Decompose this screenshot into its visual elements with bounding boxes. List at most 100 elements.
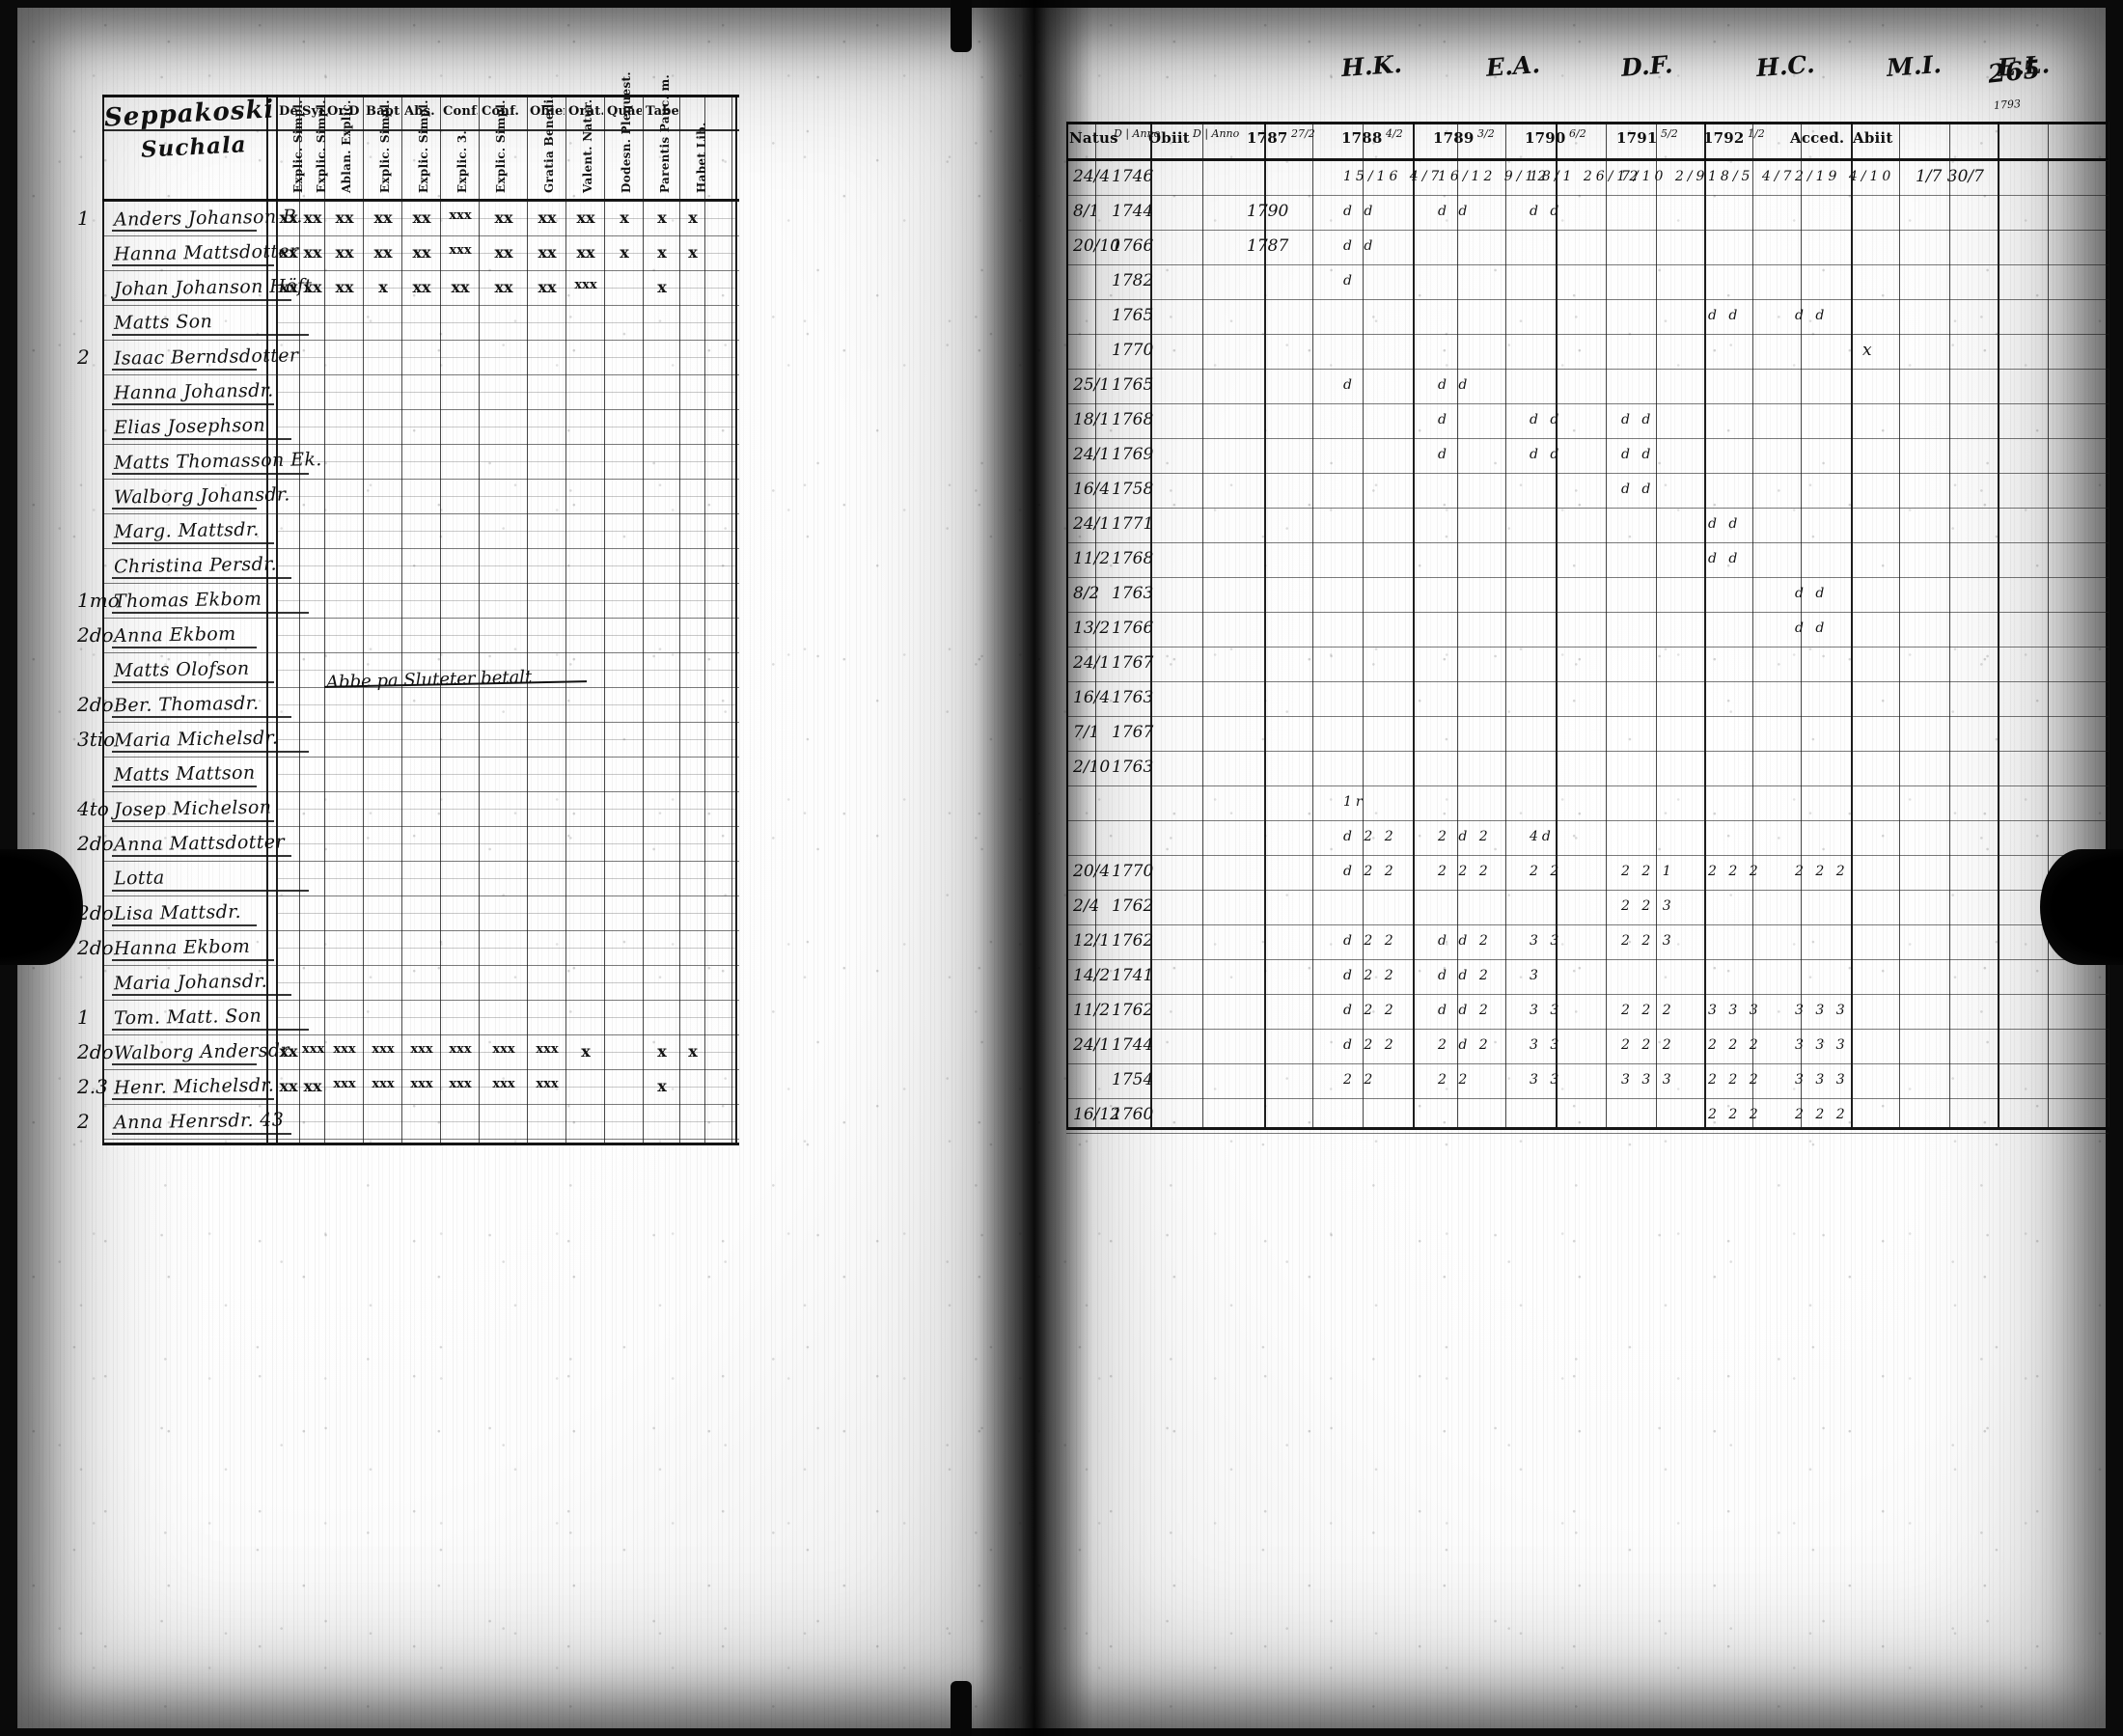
- left-row-rule-5: [102, 374, 739, 375]
- left-row-subrule-10: [276, 565, 735, 566]
- right-cell-20-y1789: 2 2: [1530, 864, 1563, 879]
- right-cell-21-natus_d: 2/4: [1073, 896, 1100, 916]
- left-row-name-17: Josep Michelson: [113, 796, 272, 821]
- right-cell-24-y1788: d d 2: [1438, 1003, 1492, 1018]
- left-row-number-17: 4to: [77, 797, 109, 820]
- right-cell-25-y1788: 2 d 2: [1438, 1037, 1492, 1053]
- right-cell-19-y1788: 2 d 2: [1438, 829, 1492, 844]
- right-cell-25-y1787: d 2 2: [1343, 1037, 1397, 1053]
- right-cell-9-natus_anno: 1758: [1112, 480, 1154, 499]
- left-row-underline-11: [112, 612, 309, 614]
- right-cell-12-y1792: d d: [1795, 586, 1829, 601]
- left-row-subrule-11: [276, 600, 735, 601]
- left-row-underline-2: [112, 299, 291, 301]
- left-row-mark-1-4: xx: [412, 243, 431, 262]
- right-cell-20-natus_d: 20/4: [1073, 862, 1111, 881]
- right-cell-9-y1790: d d: [1621, 482, 1655, 497]
- right-col-rule-20: [2048, 122, 2049, 1127]
- left-col-rule-10: [643, 95, 644, 1143]
- right-cell-0-ab: 1/7 30/7: [1916, 167, 1984, 186]
- left-row-name-3: Matts Son: [113, 311, 213, 334]
- left-row-rule-26: [102, 1104, 739, 1105]
- right-cell-22-natus_d: 12/1: [1073, 931, 1111, 951]
- left-row-subrule-7: [276, 461, 735, 462]
- left-col-rule-9: [604, 95, 605, 1143]
- binding-clip-top: [951, 0, 972, 52]
- right-cell-23-y1787: d 2 2: [1343, 968, 1397, 983]
- left-row-mark-0-5: xxx: [449, 208, 472, 223]
- left-row-rule-2: [102, 270, 739, 271]
- right-cell-4-y1791: d d: [1708, 308, 1742, 323]
- right-cell-23-y1788: d d 2: [1438, 968, 1492, 983]
- right-cell-0-natus_d: 24/4: [1073, 167, 1111, 186]
- left-row-name-6: Elias Josephson: [113, 414, 266, 439]
- right-initial-0: H.K.: [1340, 49, 1403, 83]
- left-subheader-4: Explic. Simpl.: [417, 99, 430, 193]
- left-row-name-25: Henr. Michelsdr.: [113, 1074, 275, 1099]
- left-header-1: Symb.: [302, 104, 323, 119]
- left-row-name-16: Matts Mattson: [113, 761, 256, 786]
- left-row-underline-16: [112, 785, 257, 787]
- left-row-mark-1-0: xx: [279, 243, 298, 262]
- left-row-underline-22: [112, 994, 291, 996]
- left-row-mark-2-3: x: [378, 278, 388, 296]
- left-row-subrule-0: [276, 218, 735, 219]
- left-row-name-4: Isaac Berndsdotter: [113, 344, 299, 370]
- left-row-underline-25: [112, 1098, 274, 1100]
- left-row-mark-2-4: xx: [412, 278, 431, 296]
- left-row-rule-15: [102, 722, 739, 723]
- right-header-sub-4: 3/2: [1477, 127, 1495, 140]
- right-col-rule-10: [1556, 122, 1558, 1127]
- left-subheader-11: Habet Lib.: [695, 122, 708, 193]
- left-row-subrule-26: [276, 1121, 735, 1122]
- left-row-mark-25-7: xxx: [536, 1077, 559, 1091]
- left-header-2: Or.D: [327, 104, 360, 119]
- left-subheader-3: Explic. Simpl.: [378, 99, 392, 193]
- left-header-5: Conf.: [443, 104, 478, 119]
- left-row-rule-1: [102, 235, 739, 236]
- left-row-mark-25-6: xxx: [492, 1077, 515, 1091]
- binding-clamp-left: [0, 849, 83, 965]
- right-cell-21-y1790: 2 2 3: [1621, 898, 1675, 914]
- right-cell-0-y1791: 18/5 4/7: [1708, 169, 1796, 184]
- left-row-name-1: Hanna Mattsdotter: [113, 240, 299, 265]
- right-cell-15-natus_anno: 1763: [1112, 688, 1154, 707]
- right-initial-1: E.A.: [1485, 50, 1541, 82]
- left-row-number-14: 2do: [77, 693, 114, 716]
- left-row-name-0: Anders Johanson B.: [113, 206, 303, 231]
- right-col-rule-15: [1801, 122, 1802, 1127]
- left-row-mark-1-8: xx: [576, 243, 595, 262]
- right-cell-2-y1787: d d: [1343, 238, 1377, 254]
- right-cell-14-natus_anno: 1767: [1112, 653, 1154, 673]
- right-cell-1-natus_anno: 1744: [1112, 202, 1154, 221]
- right-cell-26-y1787: 2 2: [1343, 1072, 1377, 1088]
- right-row-rule-21: [1066, 890, 2109, 891]
- right-col-rule-18: [1949, 122, 1950, 1127]
- right-cell-24-y1787: d 2 2: [1343, 1003, 1397, 1018]
- left-row-underline-24: [112, 1063, 257, 1065]
- left-col-rule-13: [731, 95, 732, 1143]
- right-page: 265 1793 H.K. E.A. D.F. H.C. M.I. E.L. Natus D…: [1023, 8, 2110, 1728]
- left-row-subrule-19: [276, 878, 735, 879]
- left-row-rule-12: [102, 618, 739, 619]
- left-row-rule-0: [102, 201, 739, 202]
- right-frame-top: [1066, 122, 2109, 124]
- right-header-6: 1791: [1616, 129, 1658, 147]
- left-row-rule-4: [102, 340, 739, 341]
- right-cell-22-y1788: d d 2: [1438, 933, 1492, 949]
- right-col-rule-14: [1752, 122, 1753, 1127]
- left-row-mark-24-11: x: [688, 1042, 698, 1061]
- right-col-rule-13: [1704, 122, 1706, 1127]
- left-row-mark-25-4: xxx: [410, 1077, 433, 1091]
- left-header-rule-1: [102, 129, 739, 131]
- left-row-underline-6: [112, 438, 291, 440]
- left-row-mark-24-2: xxx: [333, 1042, 356, 1057]
- right-cell-25-y1792: 3 3 3: [1795, 1037, 1849, 1053]
- left-row-name-20: Lisa Mattsdr.: [113, 900, 242, 925]
- left-row-number-4: 2: [77, 345, 90, 369]
- left-row-mark-1-3: xx: [373, 243, 393, 262]
- right-row-rule-27: [1066, 1098, 2109, 1099]
- right-cell-3-natus_anno: 1782: [1112, 271, 1154, 290]
- right-cell-24-y1790: 2 2 2: [1621, 1003, 1675, 1018]
- left-row-rule-16: [102, 757, 739, 758]
